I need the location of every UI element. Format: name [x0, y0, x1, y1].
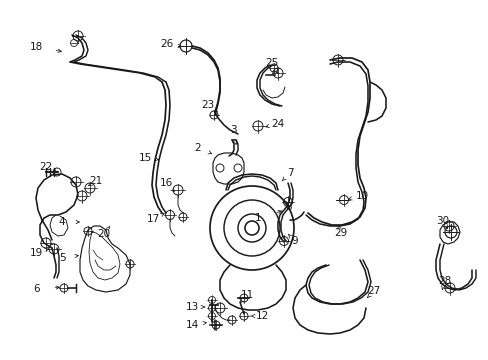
Text: 9: 9	[291, 236, 298, 246]
Text: 11: 11	[240, 290, 253, 300]
Text: 25: 25	[265, 58, 278, 68]
Text: 13: 13	[185, 302, 198, 312]
Text: 21: 21	[89, 176, 102, 186]
Text: 28: 28	[437, 276, 451, 286]
Text: 20: 20	[97, 229, 110, 239]
Text: 2: 2	[194, 143, 201, 153]
Text: 6: 6	[34, 284, 40, 294]
Text: 10: 10	[355, 191, 368, 201]
Text: 1: 1	[254, 213, 261, 223]
Text: 7: 7	[286, 168, 293, 178]
Text: 29: 29	[334, 228, 347, 238]
Text: 19: 19	[29, 248, 42, 258]
Text: 14: 14	[185, 320, 198, 330]
Text: 8: 8	[285, 202, 292, 212]
Text: 17: 17	[146, 214, 159, 224]
Text: 24: 24	[271, 119, 284, 129]
Text: 16: 16	[159, 178, 172, 188]
Text: 15: 15	[138, 153, 151, 163]
Text: 26: 26	[160, 39, 173, 49]
Text: 5: 5	[59, 253, 65, 263]
Text: 12: 12	[255, 311, 268, 321]
Text: 30: 30	[436, 216, 448, 226]
Text: 18: 18	[29, 42, 42, 52]
Text: 27: 27	[366, 286, 380, 296]
Text: 4: 4	[59, 217, 65, 227]
Text: 3: 3	[229, 125, 236, 135]
Text: 22: 22	[40, 162, 53, 172]
Text: 23: 23	[201, 100, 214, 110]
